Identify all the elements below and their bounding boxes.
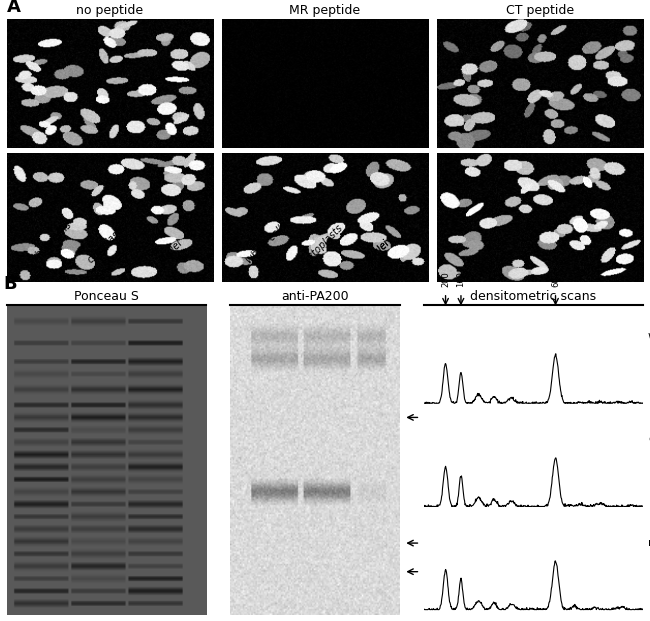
Text: 200: 200 (424, 567, 442, 577)
Text: B: B (3, 275, 17, 293)
Text: nuclei: nuclei (364, 237, 392, 265)
Text: 60: 60 (551, 276, 560, 287)
Title: anti-PA200: anti-PA200 (281, 289, 349, 302)
Text: 160: 160 (456, 271, 465, 287)
Text: whole cells: whole cells (648, 331, 650, 341)
Text: whole cells: whole cells (28, 220, 73, 265)
Title: CT peptide: CT peptide (506, 4, 574, 17)
Text: whole cells: whole cells (245, 220, 290, 265)
Title: MR peptide: MR peptide (289, 4, 361, 17)
Text: A: A (6, 0, 20, 16)
Text: 160: 160 (424, 538, 442, 548)
Text: 60: 60 (424, 412, 436, 422)
Text: cytoplasts: cytoplasts (648, 434, 650, 445)
Text: nuclei: nuclei (157, 237, 185, 265)
Text: nuclei: nuclei (364, 237, 392, 265)
Title: no peptide: no peptide (76, 4, 144, 17)
Title: Ponceau S: Ponceau S (74, 289, 139, 302)
Text: cytoplasts: cytoplasts (302, 222, 344, 265)
Text: nuclei: nuclei (648, 538, 650, 548)
Text: cytoplasts: cytoplasts (85, 222, 128, 265)
Title: densitometric scans: densitometric scans (471, 289, 597, 302)
Text: 200: 200 (441, 271, 450, 287)
